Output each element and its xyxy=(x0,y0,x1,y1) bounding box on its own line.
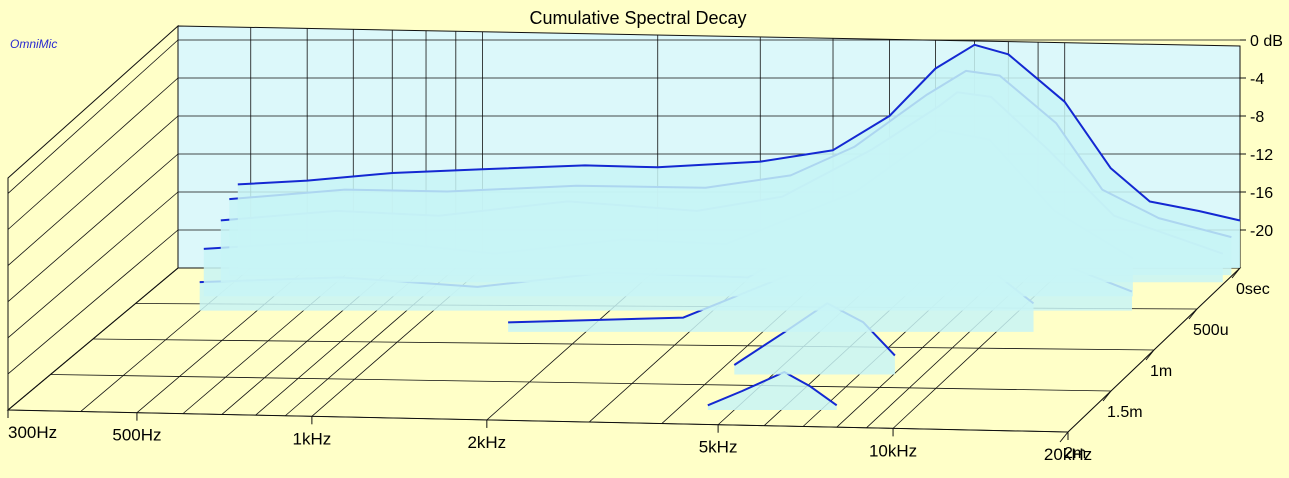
grid-line-db-side xyxy=(7,115,179,266)
x-tick-label: 500Hz xyxy=(112,426,161,445)
grid-line-time xyxy=(50,374,1112,392)
z-tick-mark xyxy=(1059,431,1069,443)
grid-line-db-side xyxy=(7,39,179,194)
z-tick-mark xyxy=(1145,349,1155,361)
x-tick-label: 300Hz xyxy=(8,423,57,442)
y-tick-label: -8 xyxy=(1250,109,1264,126)
y-tick-label: -20 xyxy=(1250,223,1273,240)
decay-slices xyxy=(199,43,1241,410)
grid-line-time xyxy=(92,338,1155,351)
x-tick-label: 1kHz xyxy=(293,429,332,448)
z-tick-label: 500u xyxy=(1193,322,1229,339)
z-axis-ticks: 0sec 500u 1m 1.5m 2m xyxy=(1059,267,1270,462)
slice-line xyxy=(237,43,1241,222)
brand-label: OmniMic xyxy=(10,37,57,51)
x-tick-label: 5kHz xyxy=(699,438,738,457)
grid-line-db-side xyxy=(7,229,179,375)
x-tick-label: 10kHz xyxy=(869,441,917,460)
z-tick-label: 0sec xyxy=(1236,281,1270,298)
grid-line-db-side xyxy=(7,191,179,339)
grid-line-time xyxy=(7,409,1069,433)
z-tick-label: 1.5m xyxy=(1107,404,1143,421)
z-tick-mark xyxy=(1188,308,1198,320)
x-tick-label: 2kHz xyxy=(467,433,506,452)
grid-line-db-side xyxy=(7,77,179,230)
z-tick-label: 2m xyxy=(1064,445,1086,462)
y-tick-label: 0 dB xyxy=(1250,33,1283,50)
y-axis-ticks: 0 dB -4 -8 -12 -16 -20 xyxy=(1240,33,1283,240)
slice-fill xyxy=(237,44,1240,268)
z-tick-mark xyxy=(1102,390,1112,402)
z-tick-label: 1m xyxy=(1150,363,1172,380)
x-tick-label: 20kHz xyxy=(1044,445,1092,464)
chart-title: Cumulative Spectral Decay xyxy=(529,8,746,28)
slice-fill xyxy=(707,372,837,410)
y-tick-label: -12 xyxy=(1250,147,1273,164)
y-tick-label: -16 xyxy=(1250,185,1273,202)
grid-line-db-side xyxy=(7,153,179,303)
x-axis-ticks: 300Hz 500Hz 1kHz 2kHz 5kHz 10kHz 20kHz xyxy=(7,410,1092,464)
z-tick-mark xyxy=(1231,267,1241,279)
y-tick-label: -4 xyxy=(1250,71,1264,88)
